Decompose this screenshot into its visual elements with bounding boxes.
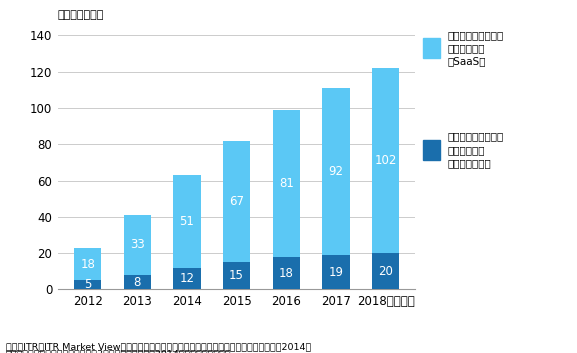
Text: 102: 102 — [374, 154, 397, 167]
Text: 67: 67 — [229, 195, 244, 208]
Text: エンタープライズ・
モバイル管理
（パッケージ）: エンタープライズ・ モバイル管理 （パッケージ） — [448, 131, 504, 168]
Bar — [272, 257, 300, 289]
Text: 33: 33 — [130, 239, 145, 251]
Text: 12: 12 — [179, 272, 194, 285]
Text: 20: 20 — [378, 265, 393, 278]
Bar — [123, 215, 151, 275]
Bar — [123, 275, 151, 289]
Text: 出典：ITR「ITR Market View：エンタープライズ・モバイル管理／スマートアプリ開発市場2014」: 出典：ITR「ITR Market View：エンタープライズ・モバイル管理／ス… — [6, 342, 311, 351]
Bar — [322, 255, 350, 289]
Text: （単位：億円）: （単位：億円） — [58, 10, 104, 20]
Text: 15: 15 — [229, 269, 244, 282]
Bar — [173, 268, 201, 289]
Text: 18: 18 — [279, 267, 294, 280]
Text: 18: 18 — [80, 258, 95, 270]
Bar — [223, 140, 250, 262]
Text: 81: 81 — [279, 177, 294, 190]
Text: 92: 92 — [328, 165, 343, 178]
Bar — [372, 68, 399, 253]
Text: ＊ベンダーの売上金額を対象とし、3月期ベースで換算。2014年度以降は予測値。: ＊ベンダーの売上金額を対象とし、3月期ベースで換算。2014年度以降は予測値。 — [6, 349, 231, 353]
Bar — [74, 248, 102, 280]
Bar — [422, 38, 440, 58]
Text: エンタープライズ・
モバイル管理
（SaaS）: エンタープライズ・ モバイル管理 （SaaS） — [448, 30, 504, 66]
Text: 8: 8 — [134, 276, 141, 289]
Bar — [173, 175, 201, 268]
Bar — [422, 139, 440, 160]
Bar — [74, 280, 102, 289]
Text: 19: 19 — [328, 266, 343, 279]
Text: 5: 5 — [84, 279, 91, 292]
Text: 51: 51 — [179, 215, 194, 228]
Bar — [223, 262, 250, 289]
Bar — [272, 110, 300, 257]
Bar — [322, 88, 350, 255]
Bar — [372, 253, 399, 289]
